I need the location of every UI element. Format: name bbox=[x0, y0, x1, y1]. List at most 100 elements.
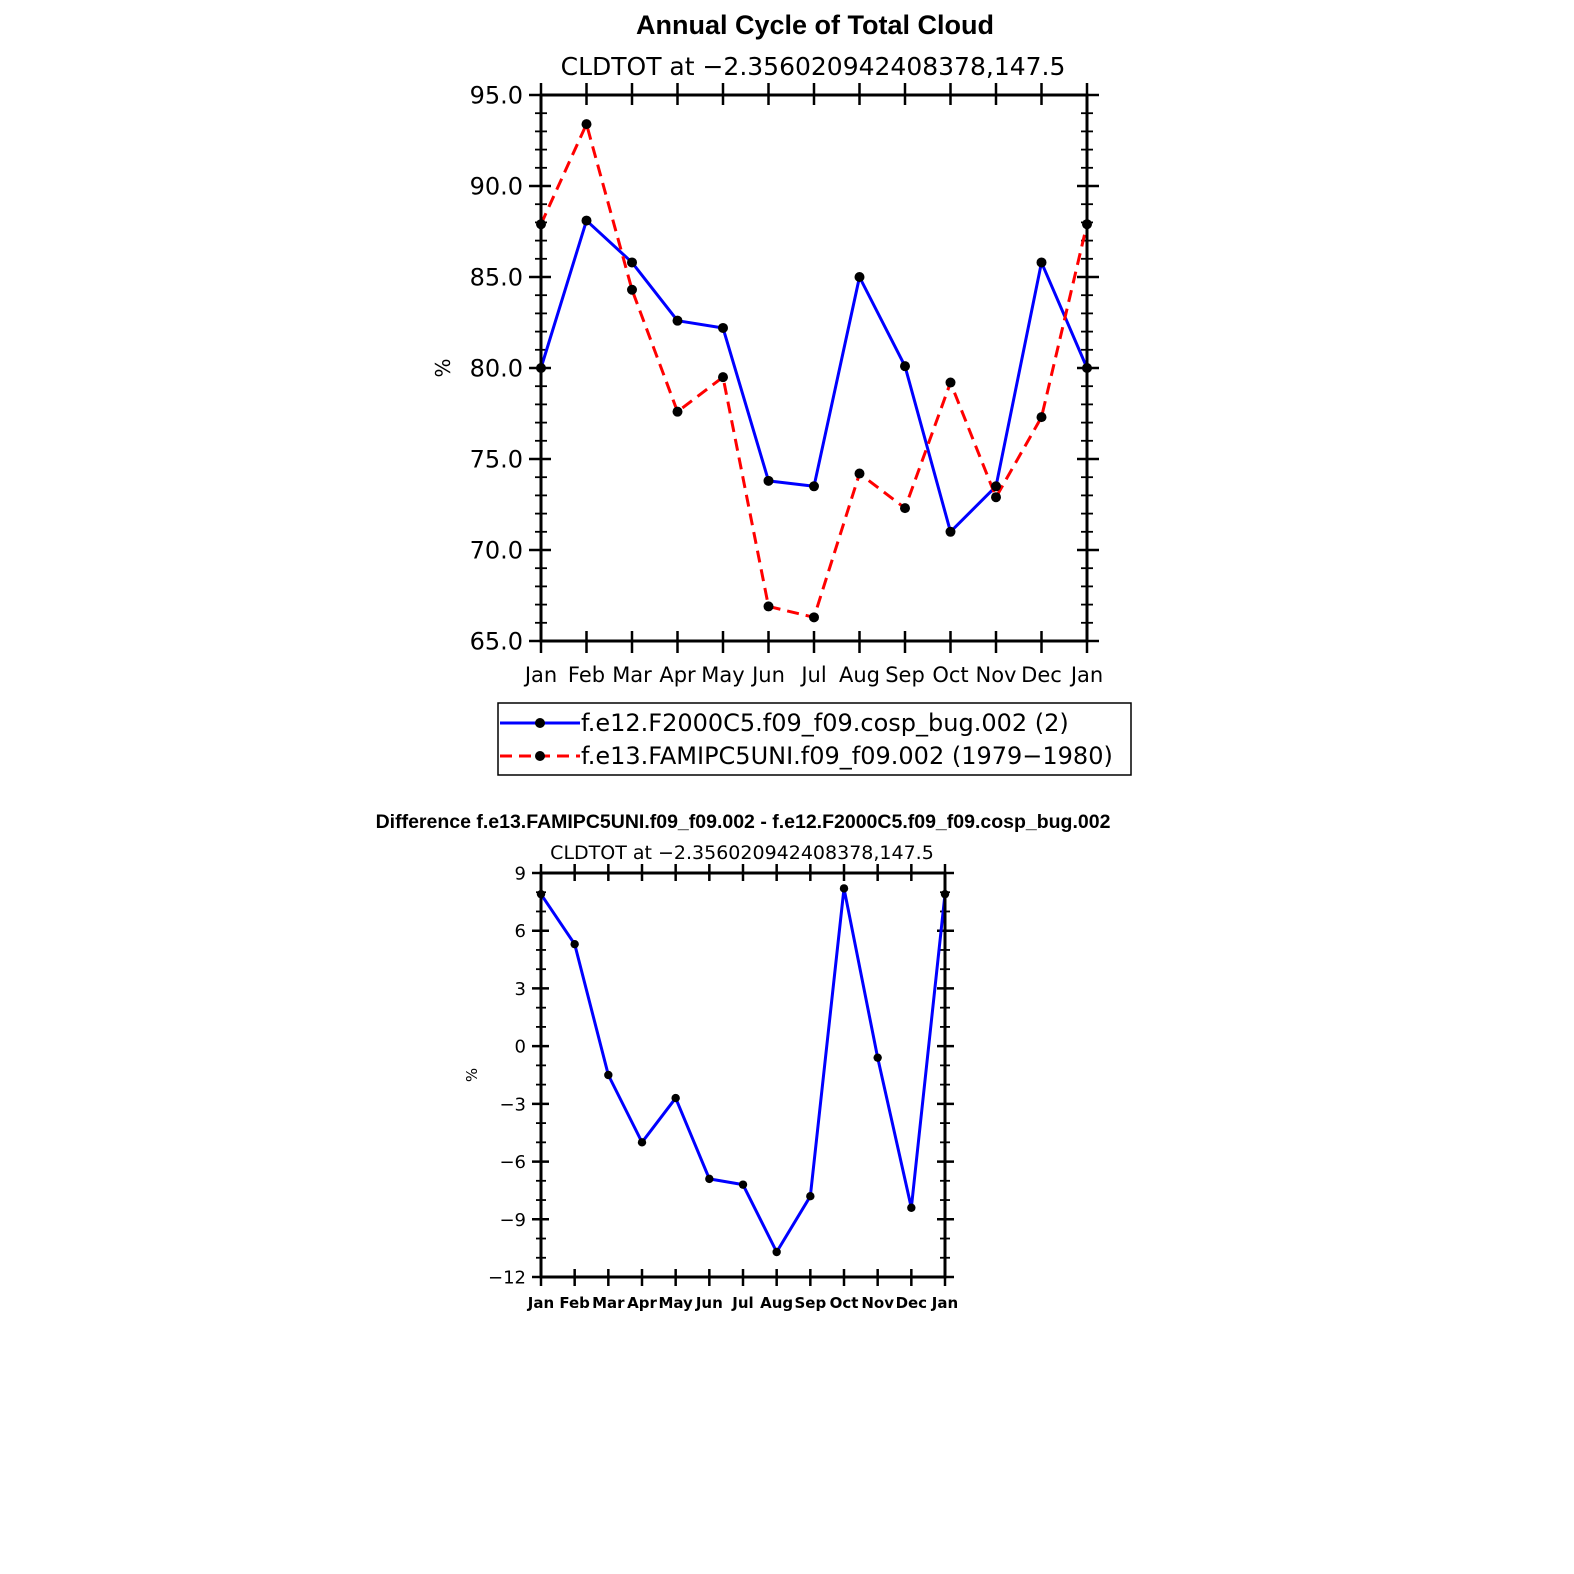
x-tick-label: Jul bbox=[799, 663, 826, 687]
x-tick-label: Sep bbox=[885, 663, 925, 687]
chart-title: Annual Cycle of Total Cloud bbox=[636, 10, 994, 40]
data-point-s2 bbox=[672, 406, 683, 417]
y-tick-label: −9 bbox=[499, 1210, 526, 1231]
y-tick-label: −12 bbox=[488, 1267, 526, 1288]
y-tick-label: 75.0 bbox=[470, 446, 523, 474]
data-point-s2 bbox=[991, 492, 1001, 503]
y-tick-label: 65.0 bbox=[470, 628, 523, 656]
data-point-s1 bbox=[1036, 257, 1047, 268]
data-point-s1 bbox=[873, 1053, 882, 1062]
y-tick-labels: 65.0 70.0 75.0 80.0 85.0 90.0 95.0 bbox=[470, 82, 523, 656]
series-lines bbox=[536, 884, 950, 1257]
series-line-1 bbox=[539, 886, 947, 1254]
legend: f.e12.F2000C5.f09_f09.cosp_bug.002 (2) f… bbox=[497, 702, 1132, 776]
x-tick-labels: Jan Feb Mar Apr May Jun Jul Aug Sep Oct Nov Dec Jan bbox=[527, 1294, 958, 1312]
data-point-s2 bbox=[1036, 412, 1047, 423]
x-tick-label: Jan bbox=[523, 663, 557, 687]
x-tick-label: Feb bbox=[559, 1294, 590, 1312]
y-tick-label: 80.0 bbox=[470, 355, 523, 383]
x-tick-label: Nov bbox=[976, 663, 1017, 687]
x-tick-label: May bbox=[701, 663, 744, 687]
data-point-s2 bbox=[854, 468, 865, 479]
data-point-s2 bbox=[763, 601, 774, 612]
legend-box bbox=[497, 702, 1132, 776]
difference-chart: Difference f.e13.FAMIPC5UNI.f09_f09.002 … bbox=[376, 811, 1111, 1312]
data-point-s1 bbox=[738, 1180, 748, 1189]
axis-ticks bbox=[529, 83, 1099, 653]
x-tick-labels: Jan Feb Mar Apr May Jun Jul Aug Sep Oct Nov Dec Jan bbox=[523, 663, 1103, 687]
data-point-s1 bbox=[763, 475, 774, 486]
y-axis-label: % bbox=[463, 1068, 481, 1082]
x-tick-label: Mar bbox=[612, 663, 652, 687]
data-point-s2 bbox=[627, 284, 637, 295]
data-point-s1 bbox=[991, 481, 1001, 492]
x-tick-label: Jan bbox=[1069, 663, 1103, 687]
x-tick-label: Jan bbox=[931, 1294, 958, 1312]
y-tick-label: 3 bbox=[515, 979, 526, 1000]
y-tick-labels: −12 −9 −6 −3 0 3 6 9 bbox=[488, 863, 526, 1288]
plot-frame bbox=[539, 93, 1089, 643]
data-point-s1 bbox=[806, 1192, 815, 1201]
data-point-s2 bbox=[581, 119, 592, 130]
data-point-s1 bbox=[718, 322, 728, 333]
x-tick-label: Dec bbox=[1021, 663, 1062, 687]
y-tick-label: 9 bbox=[515, 863, 526, 884]
data-point-s1 bbox=[627, 257, 637, 268]
data-point-s1 bbox=[581, 215, 592, 226]
data-point-s2 bbox=[809, 612, 819, 623]
x-tick-label: Jan bbox=[527, 1294, 554, 1312]
legend-entry-2: f.e13.FAMIPC5UNI.f09_f09.002 (1979−1980) bbox=[581, 742, 1113, 770]
data-point-s2 bbox=[945, 377, 956, 388]
y-tick-label: −6 bbox=[499, 1152, 526, 1173]
legend-marker-2 bbox=[535, 751, 545, 761]
legend-entry-1: f.e12.F2000C5.f09_f09.cosp_bug.002 (2) bbox=[581, 709, 1069, 737]
chart-title: Difference f.e13.FAMIPC5UNI.f09_f09.002 … bbox=[376, 811, 1111, 833]
data-point-s1 bbox=[672, 315, 683, 326]
x-tick-label: Sep bbox=[794, 1294, 826, 1312]
data-point-s1 bbox=[671, 1093, 680, 1103]
y-axis-label: % bbox=[431, 358, 455, 377]
x-tick-label: Oct bbox=[932, 663, 968, 687]
y-tick-label: 90.0 bbox=[470, 173, 523, 201]
data-point-s1 bbox=[854, 272, 865, 282]
data-point-s1 bbox=[907, 1203, 916, 1212]
series-line-2 bbox=[539, 122, 1089, 619]
data-point-s1 bbox=[604, 1070, 613, 1080]
x-tick-label: Jun bbox=[750, 663, 785, 687]
y-tick-label: 85.0 bbox=[470, 264, 523, 292]
data-point-s1 bbox=[637, 1138, 647, 1147]
y-tick-label: 6 bbox=[515, 921, 526, 942]
y-tick-label: 0 bbox=[515, 1037, 526, 1058]
chart-subtitle: CLDTOT at −2.356020942408378,147.5 bbox=[550, 842, 934, 864]
y-tick-label: 95.0 bbox=[470, 82, 523, 110]
x-tick-label: Aug bbox=[839, 663, 880, 687]
data-point-s2 bbox=[900, 503, 910, 514]
data-point-s1 bbox=[705, 1174, 714, 1184]
y-tick-label: −3 bbox=[499, 1094, 526, 1115]
data-point-s1 bbox=[809, 481, 819, 492]
x-tick-label: May bbox=[658, 1294, 693, 1312]
legend-marker-1 bbox=[535, 718, 545, 728]
y-tick-label: 70.0 bbox=[470, 537, 523, 565]
plot-frame bbox=[539, 871, 947, 1279]
annual-cycle-chart: Annual Cycle of Total Cloud CLDTOT at −2… bbox=[431, 10, 1132, 776]
x-tick-label: Aug bbox=[760, 1294, 793, 1312]
x-tick-label: Dec bbox=[896, 1294, 928, 1312]
x-tick-label: Nov bbox=[861, 1294, 894, 1312]
data-point-s1 bbox=[945, 526, 956, 537]
x-tick-label: Apr bbox=[627, 1294, 657, 1312]
data-point-s1 bbox=[570, 939, 579, 949]
x-tick-label: Oct bbox=[830, 1294, 859, 1312]
data-point-s1 bbox=[772, 1247, 781, 1257]
x-tick-label: Mar bbox=[592, 1294, 625, 1312]
data-point-s1 bbox=[839, 884, 849, 893]
x-tick-label: Apr bbox=[659, 663, 696, 687]
data-point-s1 bbox=[900, 361, 910, 372]
series-lines bbox=[536, 119, 1092, 623]
x-tick-label: Jun bbox=[695, 1294, 723, 1312]
x-tick-label: Jul bbox=[731, 1294, 753, 1312]
chart-subtitle: CLDTOT at −2.356020942408378,147.5 bbox=[561, 52, 1066, 81]
x-tick-label: Feb bbox=[568, 663, 605, 687]
axis-ticks bbox=[532, 864, 954, 1286]
